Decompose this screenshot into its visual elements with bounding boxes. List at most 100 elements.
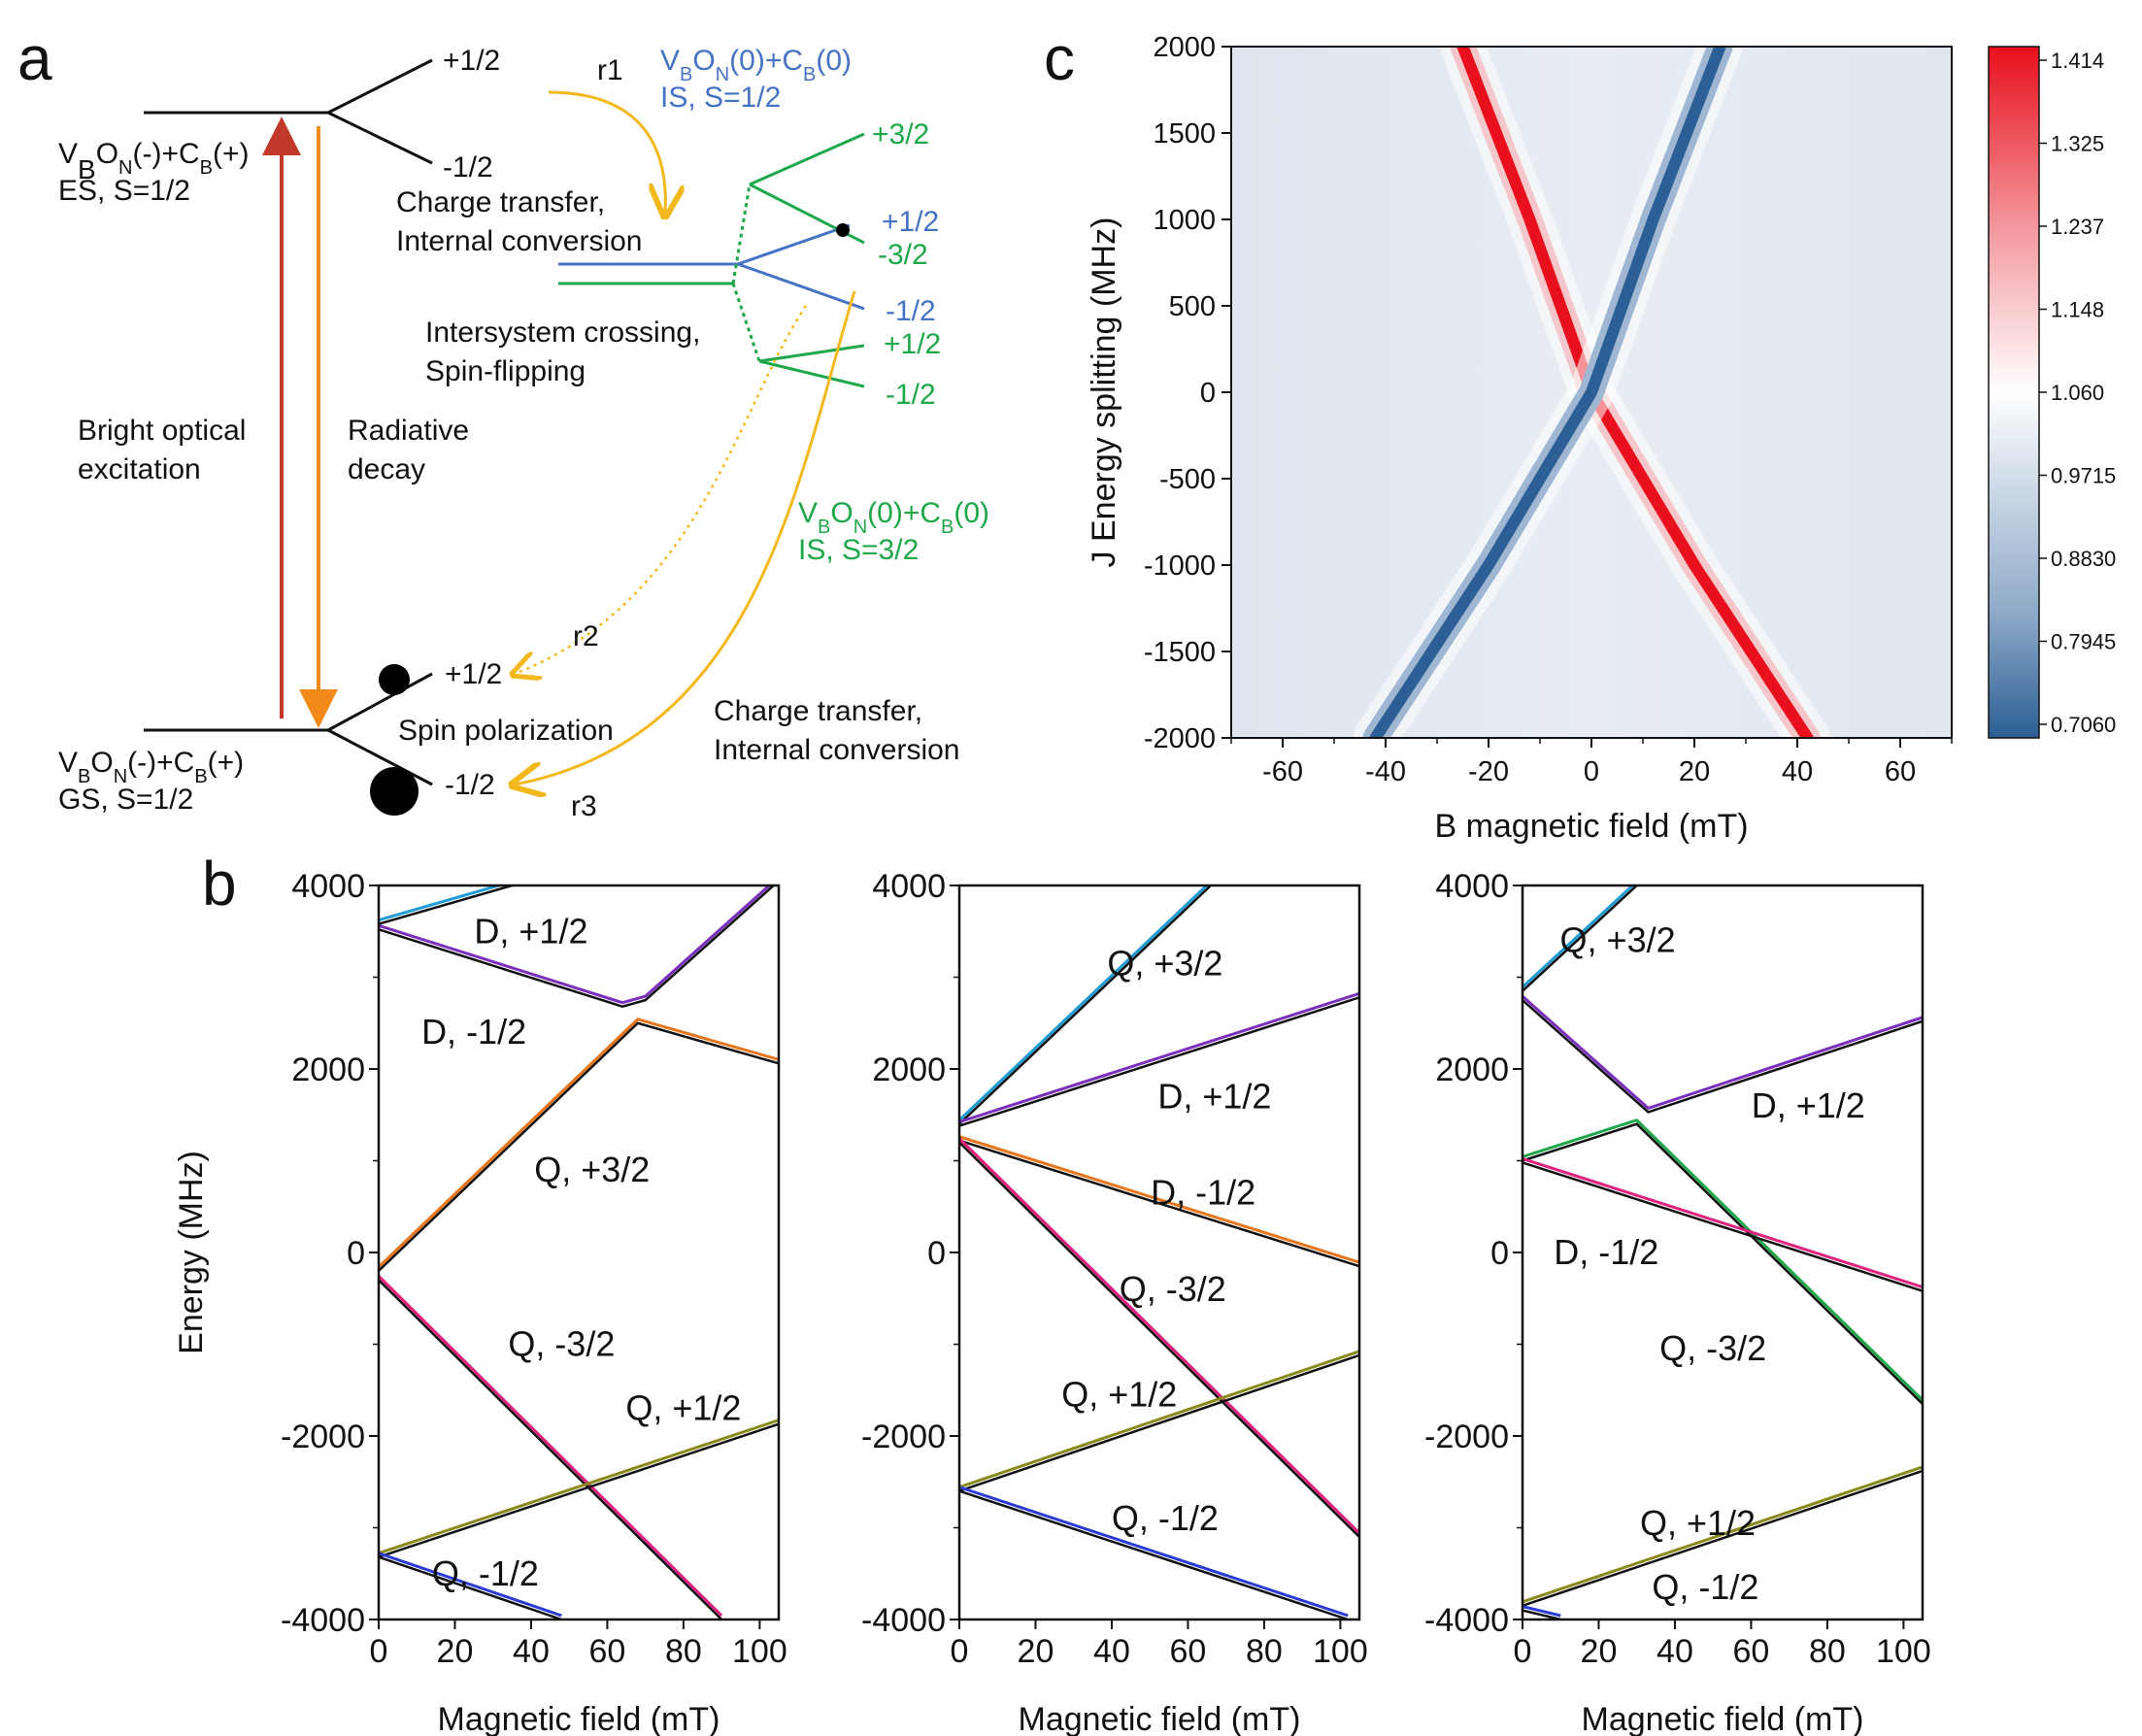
series-line-1-core — [959, 996, 1359, 1127]
series-line-0 — [379, 885, 772, 1005]
gs-state-spin: GS, S=1/2 — [58, 784, 193, 816]
is-blue-up — [737, 223, 851, 266]
is-level-minus32: -3/2 — [878, 239, 928, 271]
es-level-minus: -1/2 — [443, 151, 493, 184]
rate-r1-label: r1 — [597, 54, 623, 86]
is-level-green-plus12: +1/2 — [884, 328, 941, 360]
state-annotation-0: Q, +3/2 — [1560, 920, 1676, 960]
c-x-tick-label: 40 — [1782, 756, 1813, 787]
series-line-4-core — [959, 1353, 1359, 1492]
series-line-4 — [379, 1552, 562, 1618]
es-state-spin: ES, S=1/2 — [58, 175, 190, 207]
y-tick-label: 4000 — [872, 868, 946, 905]
y-tick-label: 4000 — [291, 868, 365, 905]
state-annotation-1: D, +1/2 — [1157, 1076, 1271, 1116]
colorbar-tick-label: 1.325 — [2051, 132, 2104, 156]
is-level-green-minus12: -1/2 — [886, 379, 936, 411]
x-tick-label: 0 — [1514, 1633, 1532, 1670]
state-annotation-3: Q, -3/2 — [508, 1324, 615, 1364]
is-three-half-spin: IS, S=3/2 — [798, 534, 919, 566]
x-tick-label: 100 — [732, 1633, 787, 1670]
colorbar — [1988, 46, 2040, 739]
energy-plot-1: 0 20 40 60 80 100 4000 2000 0 -2000 -4000 D, +1/2 D,… — [281, 868, 787, 1736]
state-annotation-4: Q, +1/2 — [625, 1388, 741, 1428]
colorbar-tick-label: 0.7060 — [2051, 713, 2116, 737]
series-line-5-core — [379, 885, 513, 925]
series-line-3 — [379, 1419, 779, 1555]
x-tick-label: 80 — [1809, 1633, 1846, 1670]
state-annotation-2: D, -1/2 — [1151, 1173, 1255, 1213]
isc-label-1: Intersystem crossing, — [425, 317, 700, 349]
es-level-plus: +1/2 — [443, 45, 500, 77]
gs-level-plus: +1/2 — [445, 658, 502, 690]
y-tick-label: -4000 — [1424, 1602, 1509, 1639]
colorbar-tick-label: 0.9715 — [2051, 464, 2116, 488]
series-line-5 — [379, 885, 504, 922]
state-annotation-2: Q, +3/2 — [534, 1150, 650, 1189]
series-line-4 — [959, 1350, 1359, 1489]
series-line-1-core — [1523, 999, 1923, 1114]
c-y-tick-label: -1500 — [1144, 637, 1216, 668]
excitation-label-2: excitation — [78, 453, 201, 485]
gs-pop-large — [370, 767, 418, 816]
c-x-tick-label: 0 — [1584, 756, 1599, 787]
series-line-1 — [959, 991, 1359, 1124]
y-tick-label: 2000 — [1435, 1052, 1509, 1088]
is-green-dn-minus12 — [758, 359, 865, 388]
x-tick-label: 0 — [951, 1633, 969, 1670]
series-line-1 — [1523, 995, 1923, 1111]
series-line-2-core — [379, 1279, 723, 1619]
x-tick-label: 100 — [1876, 1633, 1931, 1670]
x-axis-label: Magnetic field (mT) — [1582, 1701, 1864, 1736]
series-line-0-core — [379, 885, 776, 1009]
panel-a: a +1/2 -1/2 VBON(-)+CB(+) ES, S=1/2 +1/2… — [17, 23, 989, 822]
y-tick-label: -4000 — [861, 1602, 946, 1639]
energy-plot-2: 0 20 40 60 80 100 4000 2000 0 -2000 -4000 Q, +3/2 D,… — [861, 868, 1368, 1736]
es-state-label: VBON(-)+CB(+) — [58, 138, 250, 184]
is-green-dotted-down — [731, 283, 761, 362]
is-green-dn-plus12 — [758, 344, 865, 363]
series-line-0-core — [959, 885, 1212, 1125]
gs-pop-small — [379, 664, 410, 695]
series-group — [1523, 885, 1923, 1619]
series-line-0 — [959, 885, 1209, 1121]
heatmap-xlabel: B magnetic field (mT) — [1434, 808, 1748, 845]
c-y-tick-label: 1000 — [1153, 205, 1216, 236]
x-tick-label: 60 — [589, 1633, 626, 1670]
series-line-3-core — [1523, 1161, 1923, 1292]
rate-r2-label: r2 — [573, 620, 599, 652]
c-y-tick-label: 500 — [1169, 291, 1216, 322]
spin-pol-label: Spin polarization — [398, 715, 614, 747]
series-line-5-core — [959, 1489, 1349, 1619]
decay-label-1: Radiative — [348, 415, 469, 447]
series-group — [379, 885, 779, 1619]
isc-label-2: Spin-flipping — [425, 355, 586, 387]
c-x-tick-label: -40 — [1365, 756, 1406, 787]
y-tick-label: -2000 — [861, 1419, 946, 1455]
c-x-tick-label: -20 — [1468, 756, 1509, 787]
ct-ic-label-2b: Internal conversion — [714, 734, 959, 766]
c-y-tick-label: 2000 — [1153, 32, 1216, 63]
state-annotation-4: Q, +1/2 — [1061, 1374, 1177, 1414]
y-tick-label: 0 — [927, 1235, 946, 1272]
series-line-3-core — [959, 1141, 1359, 1538]
is-green-up-plus32 — [749, 132, 865, 186]
x-tick-label: 0 — [370, 1633, 388, 1670]
series-line-3 — [959, 1137, 1359, 1535]
c-y-tick-label: -1000 — [1144, 551, 1216, 582]
panel-a-letter: a — [17, 23, 52, 93]
colorbar-tick-label: 1.148 — [2051, 298, 2104, 322]
y-tick-label: 0 — [1490, 1235, 1509, 1272]
series-line-2 — [379, 1275, 723, 1618]
state-annotation-5: Q, -1/2 — [1112, 1498, 1219, 1538]
c-y-tick-label: 0 — [1200, 378, 1216, 409]
x-tick-label: 20 — [1581, 1633, 1618, 1670]
c-y-tick-label: 1500 — [1153, 118, 1216, 150]
y-tick-label: -2000 — [281, 1419, 365, 1455]
c-x-tick-label: 60 — [1885, 756, 1916, 787]
x-tick-label: 40 — [1093, 1633, 1130, 1670]
x-tick-label: 80 — [665, 1633, 702, 1670]
x-tick-label: 60 — [1733, 1633, 1770, 1670]
